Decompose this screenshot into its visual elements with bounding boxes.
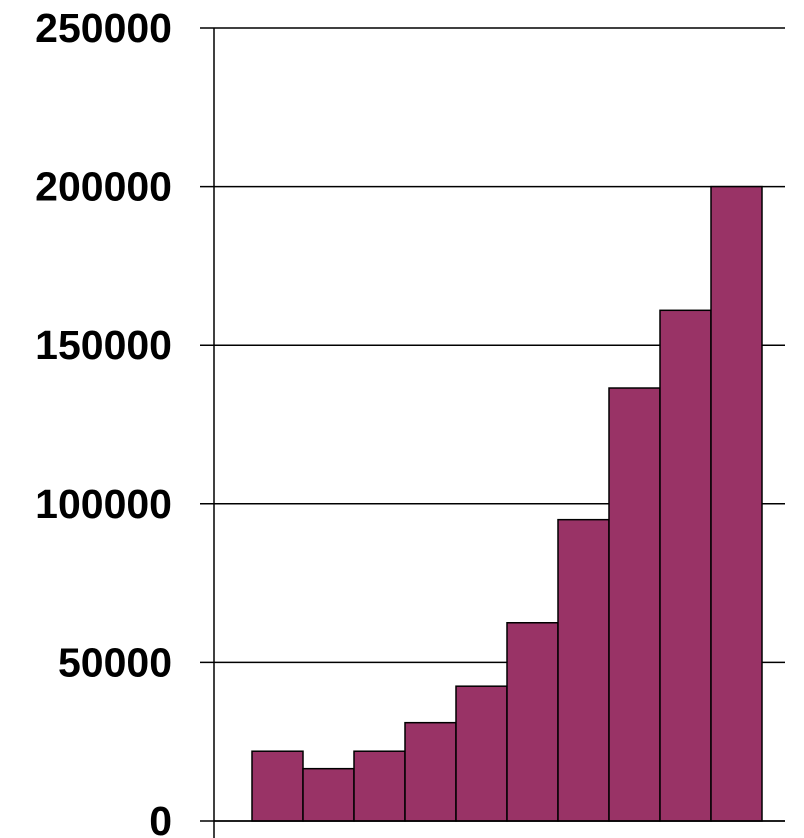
y-tick-label: 200000 bbox=[35, 164, 172, 210]
y-tick-label: 100000 bbox=[35, 481, 172, 527]
bar bbox=[659, 309, 712, 822]
bar bbox=[608, 387, 661, 822]
bar bbox=[353, 750, 406, 822]
y-tick-label: 50000 bbox=[58, 639, 172, 685]
y-tick-label: 250000 bbox=[35, 5, 172, 51]
y-tick-label: 0 bbox=[149, 798, 172, 838]
y-tick-label: 150000 bbox=[35, 322, 172, 368]
bar bbox=[506, 622, 559, 822]
bar bbox=[455, 685, 508, 822]
bars bbox=[251, 185, 763, 822]
axes bbox=[213, 28, 785, 838]
y-tick-labels: 0 50000 100000 150000 200000 250000 bbox=[35, 5, 172, 838]
bar bbox=[404, 721, 457, 822]
bar bbox=[251, 750, 304, 822]
bar bbox=[302, 767, 355, 822]
bar bbox=[557, 518, 610, 822]
bar bbox=[710, 185, 763, 822]
